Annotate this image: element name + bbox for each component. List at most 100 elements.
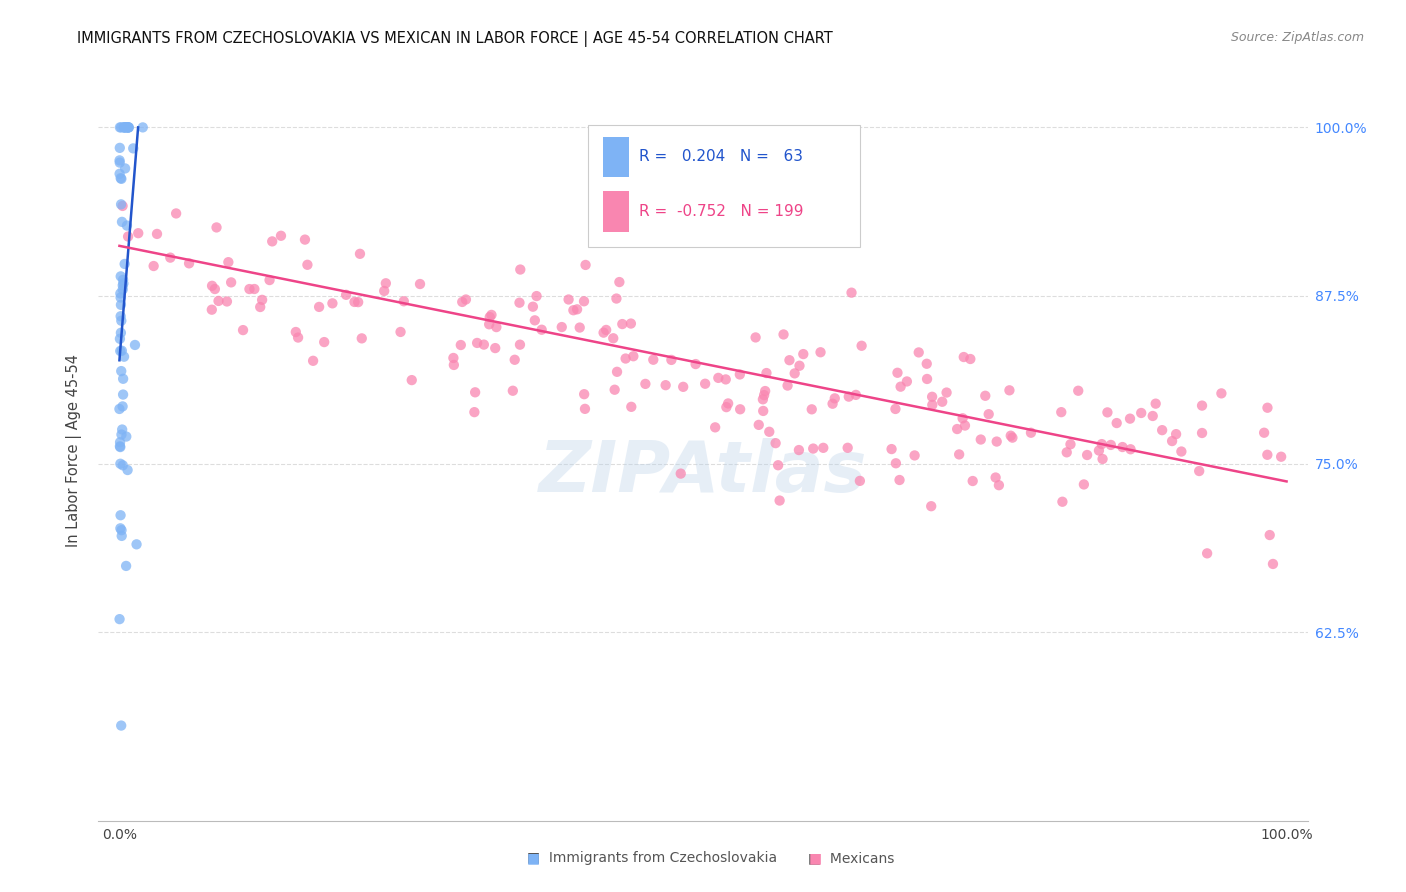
Point	[946, 422, 969, 436]
Point	[125, 537, 148, 551]
Point	[110, 457, 132, 471]
Point	[232, 323, 254, 337]
Point	[838, 390, 860, 404]
Point	[111, 282, 134, 296]
Point	[568, 320, 591, 334]
Point	[841, 285, 863, 300]
Point	[704, 420, 727, 434]
Point	[526, 289, 548, 303]
Point	[935, 385, 957, 400]
Point	[717, 396, 740, 410]
Point	[287, 330, 309, 344]
Point	[146, 227, 169, 241]
Point	[953, 418, 976, 433]
Point	[117, 120, 139, 135]
Point	[111, 278, 134, 293]
Point	[110, 364, 132, 378]
Point	[904, 449, 927, 463]
Point	[707, 371, 730, 385]
Point	[884, 401, 907, 416]
Point	[112, 372, 135, 386]
Point	[574, 401, 596, 416]
Point	[948, 447, 970, 461]
Point	[1170, 444, 1192, 458]
Point	[837, 441, 859, 455]
Point	[409, 277, 432, 291]
Point	[110, 508, 132, 523]
Point	[249, 300, 271, 314]
Point	[783, 367, 806, 381]
Point	[217, 255, 239, 269]
Point	[122, 141, 145, 155]
Point	[1076, 448, 1098, 462]
Point	[614, 351, 637, 366]
Point	[921, 398, 943, 412]
Point	[508, 295, 530, 310]
Point	[800, 402, 823, 417]
Point	[880, 442, 903, 456]
Point	[959, 351, 981, 366]
Point	[1253, 425, 1275, 440]
Point	[1130, 406, 1153, 420]
Point	[920, 499, 942, 513]
Point	[849, 474, 872, 488]
Point	[108, 401, 131, 416]
Point	[270, 228, 292, 243]
Point	[921, 390, 943, 404]
Point	[1270, 450, 1292, 464]
FancyBboxPatch shape	[588, 125, 860, 247]
Point	[262, 235, 284, 249]
Point	[787, 443, 810, 458]
Point	[1152, 423, 1174, 437]
Point	[915, 357, 938, 371]
Point	[110, 523, 132, 537]
Point	[117, 120, 139, 135]
Point	[977, 407, 1000, 421]
Point	[314, 334, 336, 349]
Point	[1119, 411, 1142, 425]
Point	[114, 120, 136, 135]
Point	[392, 294, 415, 309]
Point	[451, 294, 474, 309]
Point	[669, 467, 692, 481]
Point	[115, 120, 138, 135]
Point	[1097, 405, 1119, 419]
Point	[374, 277, 396, 291]
Point	[1161, 434, 1184, 448]
Text: ■: ■	[808, 851, 821, 865]
Point	[114, 161, 136, 176]
Point	[889, 473, 911, 487]
Point	[509, 337, 531, 351]
Point	[201, 278, 224, 293]
Point	[752, 392, 775, 407]
Point	[165, 206, 187, 220]
Point	[111, 343, 134, 358]
Point	[117, 120, 139, 135]
Point	[284, 325, 307, 339]
Point	[602, 331, 624, 345]
Point	[112, 273, 135, 287]
Point	[111, 458, 134, 473]
Point	[108, 141, 131, 155]
Point	[441, 351, 464, 365]
Point	[748, 417, 770, 432]
Text: ■  Immigrants from Czechoslovakia: ■ Immigrants from Czechoslovakia	[527, 851, 778, 865]
Point	[111, 199, 134, 213]
Point	[986, 434, 1008, 449]
Point	[778, 353, 800, 368]
Point	[1142, 409, 1164, 423]
Point	[142, 259, 165, 273]
Point	[907, 345, 929, 359]
Point	[574, 258, 596, 272]
Point	[1001, 431, 1024, 445]
Point	[110, 521, 132, 535]
Point	[108, 332, 131, 346]
Point	[1119, 442, 1142, 457]
Point	[215, 294, 238, 309]
Point	[851, 339, 873, 353]
Text: IMMIGRANTS FROM CZECHOSLOVAKIA VS MEXICAN IN LABOR FORCE | AGE 45-54 CORRELATION: IMMIGRANTS FROM CZECHOSLOVAKIA VS MEXICA…	[77, 31, 834, 47]
Point	[603, 383, 626, 397]
Point	[758, 425, 780, 439]
Point	[110, 291, 132, 305]
Point	[112, 387, 135, 401]
